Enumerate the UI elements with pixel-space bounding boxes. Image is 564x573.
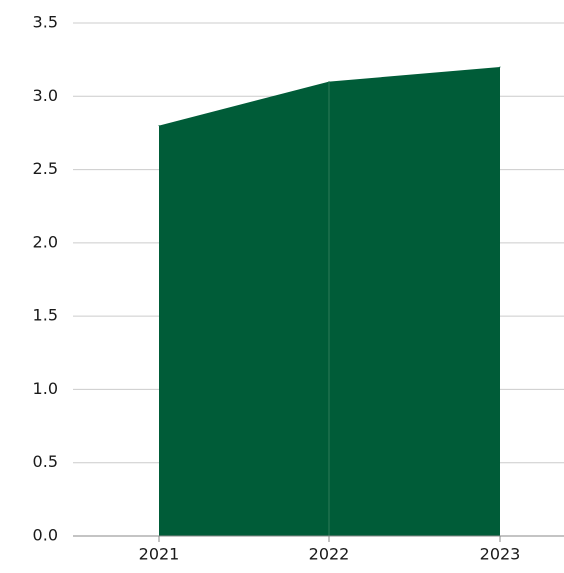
y-tick-label: 3.5 <box>33 13 58 32</box>
y-tick-label: 0.5 <box>33 452 58 471</box>
y-tick-labels: 0.0 0.5 1.0 1.5 2.0 2.5 3.0 3.5 <box>33 13 58 545</box>
area-series <box>158 66 501 536</box>
data-point-2023 <box>499 66 501 68</box>
y-tick-label: 3.0 <box>33 86 58 105</box>
data-point-2021 <box>158 125 160 127</box>
y-tick-label: 2.0 <box>33 232 58 251</box>
x-tick-label: 2022 <box>309 545 350 564</box>
x-axis <box>73 535 564 542</box>
x-tick-label: 2023 <box>480 545 521 564</box>
x-tick-labels: 2021 2022 2023 <box>139 545 521 564</box>
x-tick-label: 2021 <box>139 545 180 564</box>
y-tick-label: 0.0 <box>33 526 58 545</box>
y-tick-label: 2.5 <box>33 159 58 178</box>
y-tick-label: 1.5 <box>33 306 58 325</box>
y-tick-label: 1.0 <box>33 379 58 398</box>
